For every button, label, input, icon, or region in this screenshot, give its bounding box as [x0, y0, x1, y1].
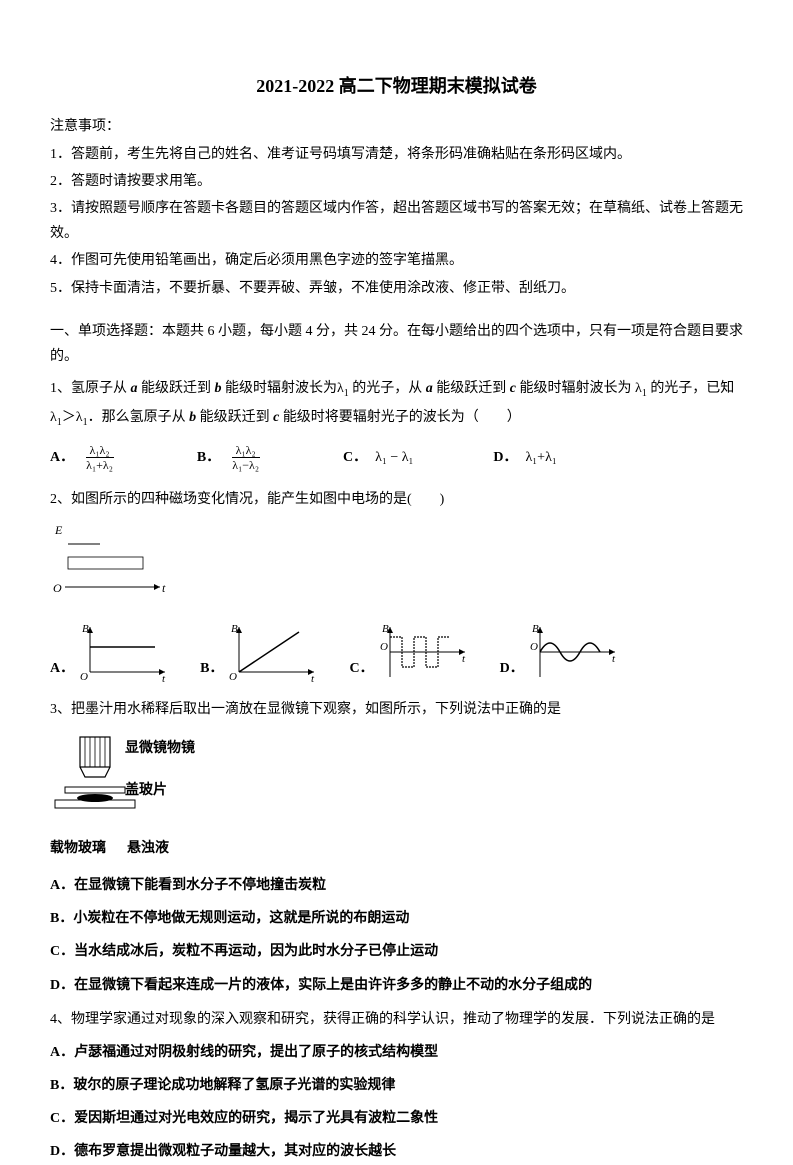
- option-text: λ₁ − λ₁: [375, 445, 413, 470]
- graph-c: B O t: [380, 622, 470, 682]
- q4-option-a: A．卢瑟福通过对阴极射线的研究，提出了原子的核式结构模型: [50, 1040, 743, 1065]
- notice-item: 4．作图可先使用铅笔画出，确定后必须用黑色字迹的签字笔描黑。: [50, 248, 743, 273]
- q1-options: A． λ₁λ₂ λ₁+λ₂ B． λ₁λ₂ λ₁−λ₂ C． λ₁ − λ₁ D…: [50, 443, 743, 473]
- e-field-graph: E O t: [50, 522, 170, 602]
- q4-option-d: D．德布罗意提出微观粒子动量越大，其对应的波长越长: [50, 1139, 743, 1164]
- question-4: 4、物理学家通过对现象的深入观察和研究，获得正确的科学认识，推动了物理学的发展．…: [50, 1006, 743, 1034]
- option-label: D．: [500, 656, 524, 681]
- svg-text:O: O: [229, 671, 237, 682]
- svg-text:t: t: [311, 673, 315, 682]
- svg-text:t: t: [462, 653, 466, 665]
- q2-options: A． B O t B． B O t C．: [50, 622, 743, 682]
- q2-option-d: D． B O t: [500, 622, 620, 682]
- graph-a: B O t: [80, 622, 170, 682]
- q1-text: 能级时辐射波长为λ: [222, 381, 344, 396]
- lens-label: 显微镜物镜: [125, 739, 195, 756]
- axis-label-e: E: [54, 523, 63, 537]
- slide-label: 载物玻璃: [50, 841, 106, 856]
- q1-text: 能级跃迁到: [433, 381, 510, 396]
- q2-reference-figure: E O t: [50, 522, 743, 611]
- numerator: λ₁λ₂: [86, 443, 114, 458]
- option-label: C．: [349, 656, 373, 681]
- graph-b: B O t: [229, 622, 319, 682]
- option-label: A．: [50, 445, 74, 470]
- q4-answers: A．卢瑟福通过对阴极射线的研究，提出了原子的核式结构模型 B．玻尔的原子理论成功…: [50, 1040, 743, 1165]
- q4-option-c: C．爱因斯坦通过对光电效应的研究，揭示了光具有波粒二象性: [50, 1106, 743, 1131]
- svg-text:t: t: [612, 653, 616, 665]
- svg-text:B: B: [231, 623, 238, 635]
- option-label: B．: [197, 445, 220, 470]
- question-1: 1、氢原子从 a 能级跃迁到 b 能级时辐射波长为λ1 的光子，从 a 能级跃迁…: [50, 375, 743, 433]
- svg-text:O: O: [380, 641, 388, 653]
- q1-text: ．那么氢原子从: [88, 410, 190, 425]
- q1-text: ＞λ: [62, 410, 83, 425]
- page-title: 2021-2022 高二下物理期末模拟试卷: [50, 70, 743, 102]
- numerator: λ₁λ₂: [232, 443, 260, 458]
- q1-text: 能级跃迁到: [138, 381, 215, 396]
- q3-option-a: A．在显微镜下能看到水分子不停地撞击炭粒: [50, 873, 743, 898]
- notice-item: 5．保持卡面清洁，不要折暴、不要弄破、弄皱，不准使用涂改液、修正带、刮纸刀。: [50, 276, 743, 301]
- q3-microscope-figure: 显微镜物镜 盖玻片 载物玻璃 悬浊液: [50, 732, 743, 861]
- notice-header: 注意事项：: [50, 114, 743, 139]
- q1-a: a: [426, 381, 433, 396]
- liquid-label: 悬浊液: [127, 841, 169, 856]
- question-3: 3、把墨汁用水稀释后取出一滴放在显微镜下观察，如图所示，下列说法中正确的是: [50, 696, 743, 724]
- option-label: D．: [493, 445, 517, 470]
- notice-item: 2．答题时请按要求用笔。: [50, 169, 743, 194]
- question-2: 2、如图所示的四种磁场变化情况，能产生如图中电场的是( ): [50, 486, 743, 514]
- q3-option-b: B．小炭粒在不停地做无规则运动，这就是所说的布朗运动: [50, 906, 743, 931]
- axis-label-t: t: [162, 581, 166, 595]
- q1-b: b: [215, 381, 222, 396]
- q1-text: 的光子，从: [349, 381, 426, 396]
- q1-option-b: B． λ₁λ₂ λ₁−λ₂: [197, 443, 263, 473]
- svg-text:O: O: [80, 671, 88, 682]
- cover-label: 盖玻片: [125, 781, 167, 798]
- q2-option-c: C． B O t: [349, 622, 469, 682]
- option-label: C．: [343, 445, 367, 470]
- q1-option-a: A． λ₁λ₂ λ₁+λ₂: [50, 443, 117, 473]
- option-label: A．: [50, 656, 74, 681]
- q1-text: 能级时将要辐射光子的波长为（ ）: [279, 410, 521, 425]
- denominator: λ₁−λ₂: [228, 458, 263, 472]
- section-header: 一、单项选择题：本题共 6 小题，每小题 4 分，共 24 分。在每小题给出的四…: [50, 319, 743, 369]
- option-text: λ₁+λ₁: [526, 445, 557, 470]
- notice-item: 3．请按照题号顺序在答题卡各题目的答题区域内作答，超出答题区域书写的答案无效；在…: [50, 196, 743, 246]
- q1-text: 能级跃迁到: [196, 410, 273, 425]
- option-label: B．: [200, 656, 223, 681]
- axis-label-o: O: [53, 581, 62, 595]
- q3-answers: A．在显微镜下能看到水分子不停地撞击炭粒 B．小炭粒在不停地做无规则运动，这就是…: [50, 873, 743, 998]
- q1-text: 能级时辐射波长为 λ: [516, 381, 642, 396]
- q2-option-b: B． B O t: [200, 622, 319, 682]
- notice-item: 1．答题前，考生先将自己的姓名、准考证号码填写清楚，将条形码准确粘贴在条形码区域…: [50, 142, 743, 167]
- q4-option-b: B．玻尔的原子理论成功地解释了氢原子光谱的实验规律: [50, 1073, 743, 1098]
- q1-a: a: [131, 381, 138, 396]
- q3-option-d: D．在显微镜下看起来连成一片的液体，实际上是由许许多多的静止不动的水分子组成的: [50, 973, 743, 998]
- denominator: λ₁+λ₂: [82, 458, 117, 472]
- svg-text:O: O: [530, 641, 538, 653]
- figure-bottom-labels: 载物玻璃 悬浊液: [50, 836, 743, 861]
- svg-text:t: t: [162, 673, 166, 682]
- q1-option-d: D． λ₁+λ₁: [493, 445, 556, 470]
- fraction: λ₁λ₂ λ₁+λ₂: [82, 443, 117, 473]
- fraction: λ₁λ₂ λ₁−λ₂: [228, 443, 263, 473]
- svg-text:B: B: [532, 623, 539, 635]
- q1-text: 1、氢原子从: [50, 381, 131, 396]
- q1-option-c: C． λ₁ − λ₁: [343, 445, 413, 470]
- q2-option-a: A． B O t: [50, 622, 170, 682]
- graph-d: B O t: [530, 622, 620, 682]
- svg-text:B: B: [82, 623, 89, 635]
- q3-option-c: C．当水结成冰后，炭粒不再运动，因为此时水分子已停止运动: [50, 939, 743, 964]
- svg-text:B: B: [382, 623, 389, 635]
